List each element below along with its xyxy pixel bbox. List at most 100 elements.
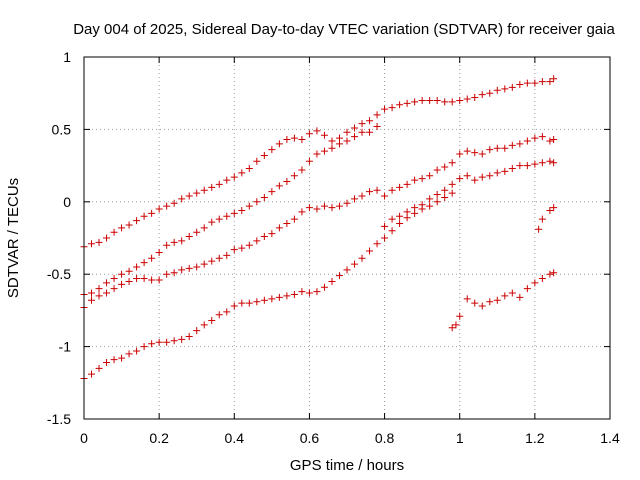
data-point-trace-2 — [508, 141, 516, 149]
data-point-trace-1 — [103, 234, 111, 242]
grid — [84, 57, 610, 419]
data-point-trace-1 — [133, 217, 141, 225]
data-point-trace-1 — [95, 238, 103, 246]
data-point-trace-1 — [110, 228, 118, 236]
data-point-trace-1 — [215, 180, 223, 188]
data-point-trace-2 — [313, 150, 321, 158]
data-point-trace-2 — [493, 144, 501, 152]
data-point-trace-4 — [223, 308, 231, 316]
data-point-trace-3 — [283, 220, 291, 228]
data-point-trace-3 — [193, 263, 201, 271]
data-point-trace-2 — [170, 238, 178, 246]
data-point-trace-1 — [290, 134, 298, 142]
data-point-trace-3 — [298, 208, 306, 216]
data-point-trace-1 — [463, 95, 471, 103]
data-point-trace-1 — [403, 99, 411, 107]
data-point-trace-3 — [245, 241, 253, 249]
data-point-trace-2 — [351, 133, 359, 141]
data-point-trace-2 — [298, 166, 306, 174]
data-point-trace-2 — [388, 186, 396, 194]
data-point-trace-2 — [381, 192, 389, 200]
data-point-trace-3 — [215, 254, 223, 262]
data-point-trace-1 — [88, 240, 96, 248]
data-point-trace-4 — [283, 292, 291, 300]
x-tick-label: 0.4 — [225, 430, 245, 446]
y-tick-label: 1 — [63, 49, 71, 65]
data-point-trace-3 — [313, 205, 321, 213]
data-point-trace-3 — [328, 204, 336, 212]
data-point-trace-2 — [501, 144, 509, 152]
data-point-trace-4 — [546, 206, 554, 214]
data-point-trace-4 — [313, 288, 321, 296]
data-point-trace-1 — [343, 128, 351, 136]
data-point-trace-3 — [478, 173, 486, 181]
data-point-trace-1 — [531, 79, 539, 87]
data-point-trace-2 — [193, 228, 201, 236]
data-point-trace-4 — [103, 359, 111, 367]
data-point-trace-3 — [103, 289, 111, 297]
data-point-trace-4 — [110, 356, 118, 364]
data-point-trace-4 — [501, 292, 509, 300]
data-point-trace-2 — [133, 263, 141, 271]
data-point-trace-2 — [418, 175, 426, 183]
data-point-trace-4 — [396, 220, 404, 228]
data-point-trace-2 — [88, 289, 96, 297]
data-point-trace-3 — [155, 276, 163, 284]
data-point-trace-3 — [275, 224, 283, 232]
data-point-trace-3 — [260, 233, 268, 241]
data-point-trace-4 — [493, 296, 501, 304]
data-point-trace-4 — [448, 324, 456, 332]
data-point-trace-2 — [185, 233, 193, 241]
data-point-trace-1 — [501, 85, 509, 93]
data-point-trace-2 — [305, 157, 313, 165]
data-point-trace-2 — [471, 149, 479, 157]
data-point-trace-4 — [230, 302, 238, 310]
data-point-trace-1 — [193, 189, 201, 197]
data-point-trace-3 — [471, 176, 479, 184]
data-point-trace-1 — [200, 186, 208, 194]
data-point-trace-1 — [118, 224, 126, 232]
data-point-trace-2 — [546, 137, 554, 145]
data-point-trace-4 — [418, 205, 426, 213]
data-point-trace-4 — [471, 299, 479, 307]
data-point-trace-2 — [223, 212, 231, 220]
data-point-trace-2 — [531, 134, 539, 142]
data-point-trace-1 — [538, 78, 546, 86]
y-axis-label: SDTVAR / TECUs — [5, 178, 22, 298]
x-axis-label: GPS time / hours — [290, 457, 404, 474]
data-point-trace-4 — [538, 275, 546, 283]
data-point-trace-2 — [260, 193, 268, 201]
data-point-trace-2 — [275, 182, 283, 190]
data-point-trace-1 — [320, 131, 328, 139]
data-point-trace-2 — [550, 136, 558, 144]
data-point-trace-3 — [170, 269, 178, 277]
data-point-trace-4 — [433, 198, 441, 206]
data-point-trace-1 — [148, 209, 156, 217]
data-point-trace-2 — [253, 198, 261, 206]
data-point-trace-3 — [426, 195, 434, 203]
data-point-trace-3 — [253, 237, 261, 245]
data-point-trace-3 — [463, 172, 471, 180]
data-point-trace-4 — [245, 299, 253, 307]
data-point-trace-3 — [238, 244, 246, 252]
data-point-trace-4 — [452, 321, 460, 329]
data-point-trace-1 — [223, 176, 231, 184]
data-point-trace-1 — [260, 151, 268, 159]
data-point-trace-4 — [531, 279, 539, 287]
data-point-trace-2 — [448, 159, 456, 167]
data-point-trace-1 — [328, 137, 336, 145]
data-point-trace-4 — [193, 327, 201, 335]
data-point-trace-4 — [200, 321, 208, 329]
data-point-trace-4 — [358, 254, 366, 262]
y-tick-label: 0.5 — [52, 121, 72, 137]
data-point-trace-4 — [125, 350, 133, 358]
data-point-trace-1 — [411, 98, 419, 106]
data-point-trace-1 — [185, 192, 193, 200]
data-point-trace-2 — [95, 285, 103, 293]
data-point-trace-2 — [208, 218, 216, 226]
data-point-trace-4 — [478, 302, 486, 310]
data-point-trace-2 — [396, 183, 404, 191]
data-point-trace-4 — [95, 364, 103, 372]
data-point-trace-1 — [298, 136, 306, 144]
